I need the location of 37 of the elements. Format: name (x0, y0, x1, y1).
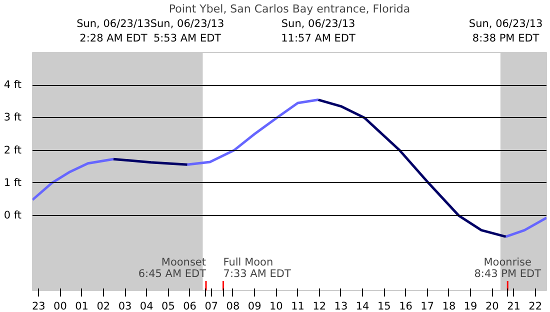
x-tick-label: 03 (118, 300, 132, 312)
x-tick-label: 23 (32, 300, 46, 312)
x-tick-label: 06 (183, 300, 197, 312)
x-tick-label: 09 (248, 300, 262, 312)
annotation: Moonrise 8:43 PM EDT (474, 256, 542, 280)
x-tick-label: 21 (507, 300, 520, 312)
x-tick-label: 05 (162, 300, 175, 312)
x-tick-label: 22 (528, 300, 542, 312)
y-tick-label: 4 ft (4, 79, 22, 92)
x2-tick-label: Sun, 06/23/13 11:57 AM EDT (281, 18, 356, 44)
x-tick-label: 14 (356, 300, 370, 312)
x-tick-label: 11 (291, 300, 304, 312)
x-tick-label: 04 (140, 300, 154, 312)
x-tick-label: 16 (399, 300, 413, 312)
x-tick-label: 12 (312, 300, 326, 312)
x2-tick-label: Sun, 06/23/13 8:38 PM EDT (468, 18, 543, 44)
y-tick-label: 3 ft (4, 112, 22, 124)
x-tick-label: 13 (334, 300, 348, 312)
x-tick-label: 15 (377, 300, 391, 312)
x-tick-label: 07 (204, 300, 218, 312)
x-tick-label: 08 (226, 300, 240, 312)
annotation: Moonset 6:45 AM EDT (138, 256, 207, 280)
x2-tick-label: Sun, 06/23/13 5:53 AM EDT (150, 18, 224, 44)
chart-title: Point Ybel, San Carlos Bay entrance, Florida (168, 2, 410, 16)
y-tick-label: 1 ft (4, 176, 22, 189)
x-tick-label: 01 (75, 300, 89, 312)
x-tick-label: 10 (270, 300, 283, 312)
x-tick-label: 20 (485, 300, 499, 312)
y-tick-label: 2 ft (4, 144, 22, 156)
x-tick-label: 18 (442, 300, 456, 312)
x-tick-label: 02 (96, 300, 110, 312)
x-tick-label: 17 (420, 300, 434, 312)
annotation: Full Moon 7:33 AM EDT (223, 256, 292, 280)
x2-tick-label: Sun, 06/23/13 2:28 AM EDT (76, 18, 150, 44)
y-tick-label: 0 ft (4, 210, 22, 222)
x-tick-label: 00 (54, 300, 67, 312)
x-tick-label: 19 (464, 300, 478, 312)
